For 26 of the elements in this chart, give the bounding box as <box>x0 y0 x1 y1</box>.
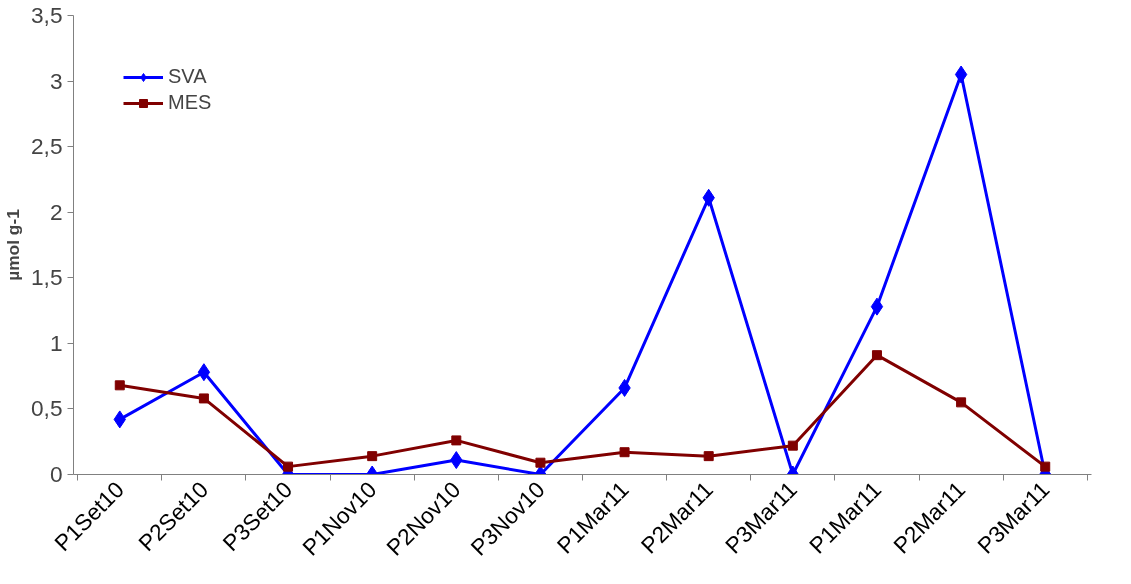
y-tick-label: 2,5 <box>31 133 63 160</box>
point <box>787 440 798 451</box>
y-tick-label: 2 <box>49 198 63 225</box>
point <box>197 363 211 382</box>
point <box>619 447 630 458</box>
point <box>114 380 125 391</box>
point <box>870 297 884 316</box>
point <box>198 393 209 404</box>
y-tick-label: 1 <box>49 329 63 356</box>
y-axis-title: µmol g-1 <box>3 208 23 281</box>
point <box>367 451 378 462</box>
point <box>283 461 294 472</box>
point <box>535 457 546 468</box>
y-tick-label: 3 <box>49 67 63 94</box>
point <box>451 435 462 446</box>
point <box>956 397 967 408</box>
y-tick-label: 0 <box>49 461 63 487</box>
legend-label: SVA <box>168 65 207 88</box>
y-tick-label: 3,5 <box>31 2 63 28</box>
point <box>954 65 968 84</box>
point <box>703 451 714 462</box>
point <box>1040 461 1051 472</box>
point <box>871 350 882 361</box>
legend-label: MES <box>168 91 212 114</box>
y-tick-label: 0,5 <box>31 395 63 422</box>
y-tick-label: 1,5 <box>31 264 63 291</box>
